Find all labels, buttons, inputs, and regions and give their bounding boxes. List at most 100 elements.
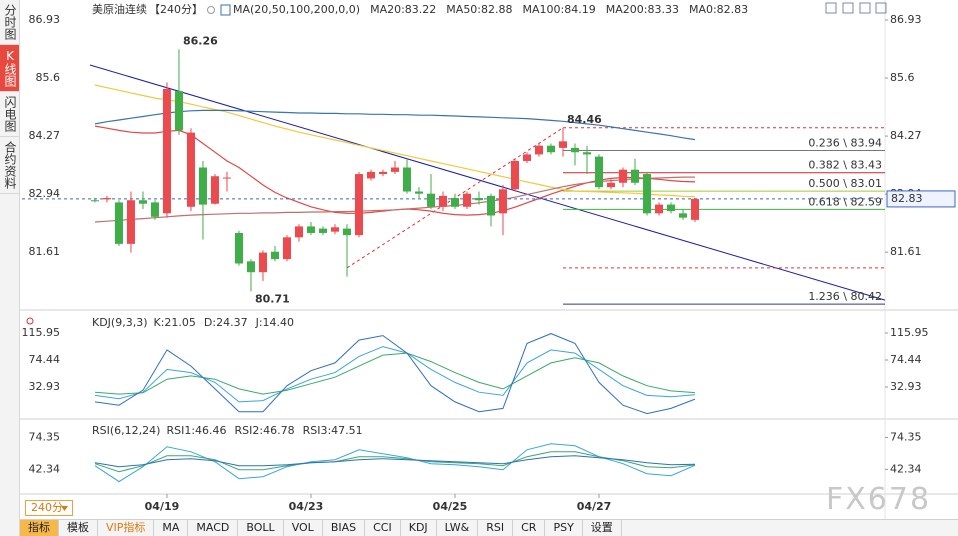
candle-body <box>559 141 568 148</box>
icon[interactable] <box>26 317 34 325</box>
candle-body <box>198 167 207 205</box>
y-tick-label: 86.93 <box>29 13 61 26</box>
candle-body <box>138 200 147 204</box>
ma-line <box>94 176 695 223</box>
y-tick-label: 74.35 <box>890 430 922 443</box>
candle-body <box>234 232 243 264</box>
candle-body <box>150 202 159 217</box>
indicator-line <box>94 443 696 483</box>
toolbar-button[interactable]: MA <box>154 520 189 536</box>
candle-body <box>210 176 219 204</box>
side-tab[interactable]: 闪电图 <box>0 92 19 137</box>
fib-label: 0.618 \ 82.59 <box>808 195 882 208</box>
candle-body <box>667 204 676 212</box>
icon[interactable] <box>875 2 887 14</box>
y-tick-label: 81.61 <box>29 245 61 258</box>
legend-icon <box>220 4 231 16</box>
candle-body <box>222 177 231 179</box>
y-tick-label: 74.44 <box>29 353 61 366</box>
candle-body <box>186 132 195 207</box>
symbol: 美原油连续 <box>92 2 147 16</box>
candle-body <box>246 261 255 273</box>
fib-label: 0.500 \ 83.01 <box>808 177 882 190</box>
candle-body <box>102 198 111 200</box>
toolbar-button[interactable]: BOLL <box>238 520 284 536</box>
candle-body <box>90 200 99 202</box>
y-tick-label: 32.93 <box>29 380 61 393</box>
icon[interactable] <box>825 2 837 14</box>
toolbar-button[interactable]: LW& <box>437 520 479 536</box>
toolbar-button[interactable]: MACD <box>188 520 239 536</box>
toolbar-button[interactable]: CR <box>513 520 546 536</box>
legend-entry: MA0:82.83 <box>689 3 748 16</box>
dropdown-arrow <box>61 506 68 511</box>
icon[interactable] <box>842 2 854 14</box>
toolbar-button[interactable]: BIAS <box>323 520 366 536</box>
y-tick-label: 81.61 <box>890 245 922 258</box>
candle-body <box>414 191 423 194</box>
toolbar-button[interactable]: VOL <box>284 520 323 536</box>
candle-body <box>270 251 279 260</box>
icon[interactable] <box>859 2 871 14</box>
candle-body <box>655 204 664 214</box>
toolbar-button[interactable]: KDJ <box>401 520 437 536</box>
toolbar-button[interactable]: CCI <box>365 520 401 536</box>
legend-entry: RSI3:47.51 <box>303 424 363 437</box>
legend-entry: RSI2:46.78 <box>235 424 295 437</box>
legend-title: MA(20,50,100,200,0,0) <box>233 3 360 16</box>
legend-entry: MA50:82.88 <box>446 3 512 16</box>
candle-body <box>691 198 700 220</box>
candle-body <box>547 145 556 153</box>
indicator-line <box>94 451 696 473</box>
period-button[interactable]: 240分 <box>25 500 73 516</box>
candle-body <box>426 193 435 207</box>
indicator-line <box>94 352 696 395</box>
toolbar-button[interactable]: PSY <box>545 520 583 536</box>
y-tick-label: 84.27 <box>29 129 61 142</box>
candle-body <box>258 252 267 273</box>
candle-body <box>318 228 327 233</box>
candle-body <box>174 91 183 131</box>
indicator-line <box>94 455 696 468</box>
toolbar: 指标 模板 VIP指标 MA MACD BOLL VOL BIAS CCI KDJ LW& RSI CR… <box>20 519 958 536</box>
candle-body <box>294 226 303 238</box>
y-tick-label: 85.6 <box>890 71 915 84</box>
y-tick-label: 42.34 <box>29 462 61 475</box>
candle-body <box>631 169 640 183</box>
candle-body <box>378 171 387 175</box>
candle-body <box>342 228 351 236</box>
x-tick-label: 04/23 <box>289 500 324 513</box>
candle-body <box>475 198 484 201</box>
candle-body <box>487 195 496 216</box>
period-label: 240分 <box>31 501 63 514</box>
y-tick-label: 74.35 <box>29 430 61 443</box>
fib-label: 0.236 \ 83.94 <box>808 136 882 149</box>
indicator-line <box>94 346 696 403</box>
candle-body <box>126 200 135 244</box>
side-tab[interactable]: 合约资料 <box>0 137 19 194</box>
ma-line <box>94 84 696 198</box>
fib-label: 0.382 \ 83.43 <box>808 159 882 172</box>
candle-body <box>306 226 315 233</box>
candle-body <box>451 198 460 207</box>
toolbar-button[interactable]: VIP指标 <box>98 520 155 536</box>
toolbar-button[interactable]: 模板 <box>59 520 98 536</box>
legend-entry: MA100:84.19 <box>523 3 596 16</box>
toolbar-button[interactable]: RSI <box>478 520 514 536</box>
candle-body <box>390 167 399 172</box>
side-tab[interactable]: 分时图 <box>0 0 19 45</box>
x-tick-label: 04/19 <box>145 500 180 513</box>
candle-body <box>282 237 291 260</box>
y-tick-label: 82.94 <box>29 187 61 200</box>
price-box <box>886 190 956 208</box>
side-tab[interactable]: K线图 <box>0 45 19 92</box>
toolbar-button[interactable]: 指标 <box>20 520 59 536</box>
candle-body <box>583 152 592 155</box>
annotation: 80.71 <box>255 292 290 305</box>
y-tick-label: 42.34 <box>890 462 922 475</box>
candle-body <box>535 145 544 155</box>
background <box>20 0 958 519</box>
toolbar-button[interactable]: 设置 <box>583 520 622 536</box>
trendline <box>89 64 886 301</box>
